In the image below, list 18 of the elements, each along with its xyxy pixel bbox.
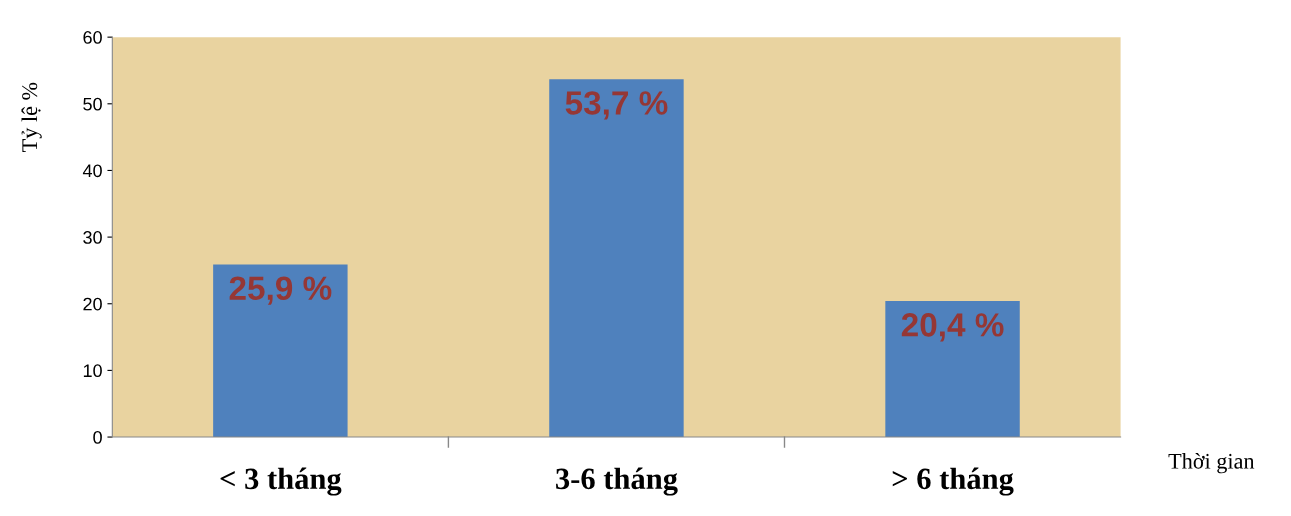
data-label: 25,9 % — [229, 276, 332, 305]
data-label: 53,7 % — [565, 91, 668, 120]
y-tick-label: 30 — [83, 231, 102, 244]
y-tick-label: 20 — [83, 297, 102, 311]
x-tick-label: > 6 tháng — [892, 467, 1014, 496]
x-tick-label: 3-6 tháng — [556, 467, 678, 496]
y-tick-label: 60 — [83, 31, 102, 44]
y-tick-label: 50 — [83, 97, 102, 111]
y-axis-title: Tỷ lệ % — [21, 82, 42, 152]
data-label: 20,4 % — [901, 313, 1004, 342]
bar — [885, 301, 1020, 438]
y-tick-label: 0 — [93, 430, 102, 444]
y-tick-label: 40 — [82, 164, 102, 178]
x-tick-label: < 3 tháng — [220, 467, 342, 496]
bar — [213, 264, 348, 438]
bar — [549, 79, 684, 438]
x-axis-title: Thời gian — [1168, 453, 1255, 474]
y-tick-label: 10 — [83, 364, 102, 378]
